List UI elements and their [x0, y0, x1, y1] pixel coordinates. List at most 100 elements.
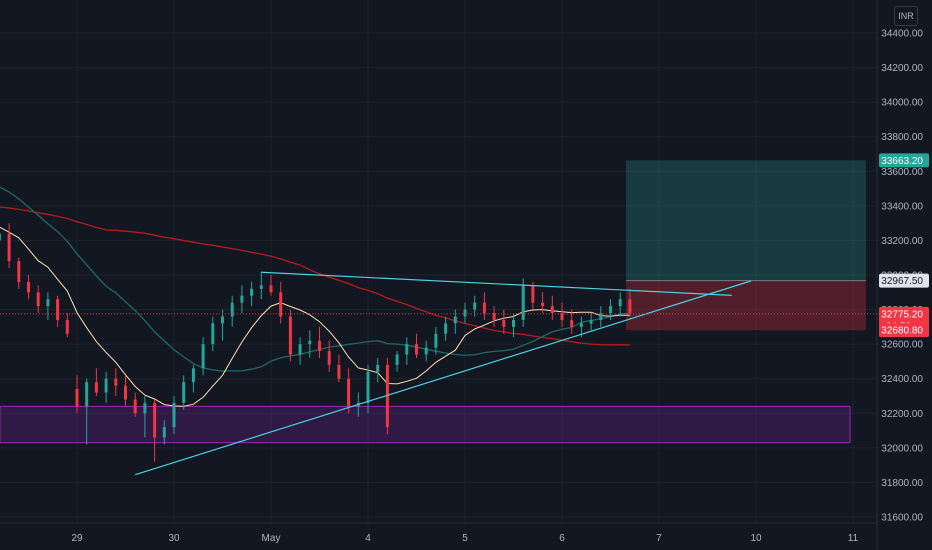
- candle-body: [269, 285, 273, 293]
- price-tag-label: 32967.50: [881, 276, 923, 287]
- trendlines[interactable]: [135, 271, 752, 476]
- candle-body: [298, 344, 302, 355]
- candle-body: [36, 292, 40, 307]
- candle-body: [124, 385, 127, 400]
- ma-fast-line: [0, 226, 630, 407]
- candle-body: [415, 344, 418, 355]
- candle-body: [162, 427, 166, 438]
- candle-body: [65, 319, 69, 334]
- price-tag-label: 33663.20: [881, 156, 923, 167]
- moving-averages: [0, 186, 630, 407]
- price-tick-label: 31800.00: [881, 478, 923, 489]
- long-position-tool[interactable]: [626, 160, 866, 331]
- candle-body: [259, 285, 263, 289]
- candle-body: [560, 313, 564, 320]
- candle-body: [104, 378, 108, 393]
- time-tick-label: 4: [365, 533, 371, 544]
- currency-badge[interactable]: INR: [894, 6, 918, 26]
- candle-body: [0, 233, 1, 241]
- candle-body: [240, 295, 244, 303]
- candle-body: [46, 299, 50, 307]
- price-tick-label: 32600.00: [881, 340, 923, 351]
- candle-body: [182, 382, 186, 403]
- candle-body: [250, 288, 254, 296]
- candle-body: [318, 340, 321, 352]
- candlestick-series: [0, 223, 632, 462]
- candle-body: [395, 354, 399, 365]
- price-tick-label: 33600.00: [881, 167, 923, 178]
- candle-body: [570, 319, 574, 327]
- candle-body: [7, 233, 11, 262]
- candle-body: [288, 316, 292, 355]
- candle-body: [444, 323, 448, 334]
- price-tag-bg: [879, 153, 929, 168]
- candle-body: [85, 382, 89, 407]
- candle-body: [133, 399, 137, 414]
- candle-body: [172, 402, 176, 428]
- candle-body: [221, 316, 224, 324]
- candle-body: [376, 364, 380, 372]
- candle-body: [424, 347, 428, 355]
- candle-body: [385, 364, 389, 428]
- trendline-upper[interactable]: [261, 271, 732, 296]
- time-tick-label: 6: [559, 533, 565, 544]
- price-tick-label: 32200.00: [881, 409, 923, 420]
- candle-body: [512, 319, 515, 327]
- candle-body: [628, 299, 632, 314]
- ma-slow-line: [0, 206, 630, 346]
- candle-body: [17, 261, 21, 282]
- price-tick-label: 32000.00: [881, 443, 923, 454]
- profit-zone[interactable]: [626, 160, 866, 281]
- candle-body: [589, 319, 593, 324]
- candle-body: [521, 285, 525, 320]
- candle-body: [502, 319, 506, 327]
- candle-body: [599, 313, 603, 320]
- price-tick-label: 34400.00: [881, 29, 923, 40]
- supply-demand-zone[interactable]: [0, 405, 851, 444]
- candle-body: [550, 306, 554, 314]
- price-tick-label: 34000.00: [881, 98, 923, 109]
- price-tick-label: 33400.00: [881, 201, 923, 212]
- candle-body: [609, 306, 612, 314]
- price-tag-label: 32775.20: [881, 309, 923, 320]
- candle-body: [482, 302, 486, 314]
- candle-body: [114, 378, 118, 386]
- candle-body: [473, 302, 477, 310]
- time-tick-label: 29: [71, 533, 83, 544]
- candle-body: [201, 344, 205, 369]
- price-tick-label: 34200.00: [881, 63, 923, 74]
- price-tag-bg: [879, 273, 929, 288]
- candle-body: [94, 382, 98, 393]
- candle-body: [541, 302, 545, 307]
- candle-body: [579, 323, 583, 327]
- time-axis[interactable]: 29 30 May 4 5 6 7 10 11: [71, 533, 858, 544]
- candle-body: [531, 285, 535, 303]
- time-tick-label: 11: [848, 533, 859, 544]
- candle-body: [230, 302, 234, 317]
- candle-body: [308, 340, 312, 345]
- price-tag-label: 32680.80: [881, 326, 923, 337]
- candle-body: [279, 292, 283, 317]
- candle-body: [211, 323, 215, 345]
- trendline-lower[interactable]: [135, 280, 752, 476]
- candle-body: [153, 402, 157, 438]
- candle-body: [618, 299, 622, 307]
- loss-zone[interactable]: [626, 280, 866, 331]
- price-tick-label: 31600.00: [881, 513, 923, 524]
- candle-body: [327, 351, 331, 365]
- time-tick-label: 30: [168, 533, 180, 544]
- time-tick-label: 10: [750, 533, 762, 544]
- time-tick-label: 5: [462, 533, 468, 544]
- candle-body: [463, 309, 467, 317]
- candle-body: [434, 333, 438, 348]
- candle-body: [453, 316, 457, 324]
- candle-body: [405, 344, 409, 355]
- price-tick-label: 32400.00: [881, 374, 923, 385]
- candle-body: [191, 368, 195, 383]
- time-tick-label: May: [262, 533, 281, 544]
- candle-body: [337, 364, 341, 379]
- candle-body: [75, 389, 79, 407]
- candle-body: [143, 402, 147, 414]
